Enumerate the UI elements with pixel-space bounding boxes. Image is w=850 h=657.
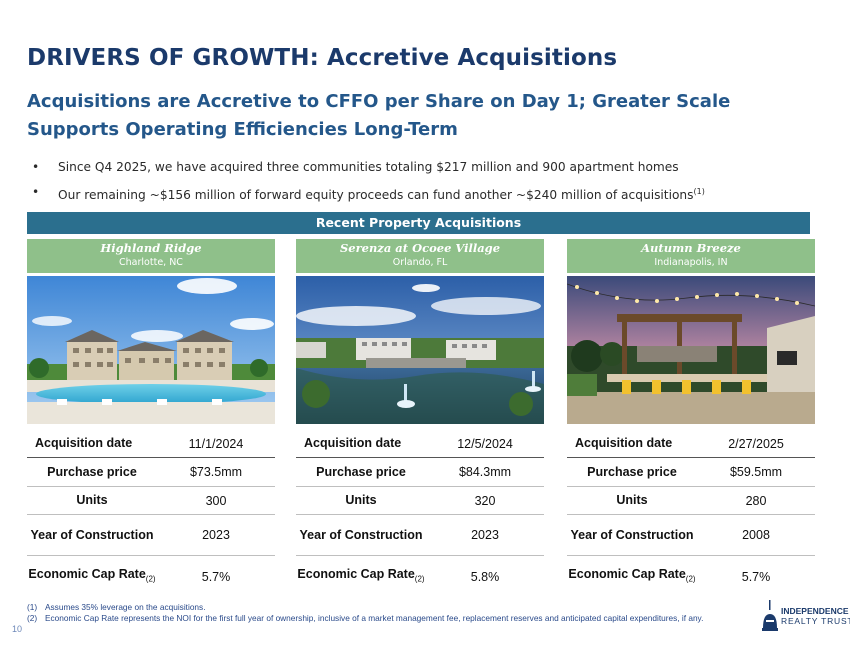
property-stats-table: Acquisition date 11/1/2024 Purchase pric… — [27, 430, 275, 598]
property-location: Orlando, FL — [392, 257, 448, 268]
property-photo — [27, 276, 275, 424]
stat-label: Economic Cap Rate(2) — [297, 567, 425, 584]
stat-label: Year of Construction — [30, 527, 154, 542]
stat-label: Purchase price — [587, 464, 677, 479]
stat-row-cap-rate: Economic Cap Rate(2) 5.7% — [567, 556, 815, 598]
page-title: DRIVERS OF GROWTH: Accretive Acquisition… — [27, 45, 618, 71]
stat-value: 2023 — [471, 528, 499, 542]
stat-value: $73.5mm — [189, 465, 243, 479]
stat-label: Economic Cap Rate(2) — [568, 567, 696, 584]
bullet-item: • Since Q4 2025, we have acquired three … — [32, 158, 832, 183]
company-logo: INDEPENDENCE REALTY TRUST — [760, 598, 850, 638]
bullet-text: Our remaining ~$156 million of forward e… — [58, 188, 694, 203]
bullet-item: • Our remaining ~$156 million of forward… — [32, 183, 832, 208]
stat-value: 2/27/2025 — [728, 436, 784, 451]
stat-label: Purchase price — [316, 464, 406, 479]
stat-row-year: Year of Construction 2023 — [296, 515, 544, 556]
stat-label: Units — [616, 493, 648, 507]
stat-value: 280 — [745, 493, 767, 508]
bullet-marker: • — [32, 185, 40, 199]
stat-row-acquisition-date: Acquisition date 2/27/2025 — [567, 430, 815, 458]
stat-value: 320 — [474, 493, 496, 508]
stat-label: Year of Construction — [570, 527, 694, 542]
stat-label: Purchase price — [47, 464, 137, 479]
stat-row-year: Year of Construction 2023 — [27, 515, 275, 556]
property-stats-table: Acquisition date 2/27/2025 Purchase pric… — [567, 430, 815, 598]
property-photo — [296, 276, 544, 424]
stat-row-year: Year of Construction 2008 — [567, 515, 815, 556]
property-photo — [567, 276, 815, 424]
logo-bell-icon — [762, 600, 778, 631]
stat-label: Units — [76, 493, 108, 507]
stat-value: 5.7% — [201, 570, 231, 584]
stat-row-cap-rate: Economic Cap Rate(2) 5.8% — [296, 556, 544, 598]
property-card-highland-ridge: Highland Ridge Charlotte, NC — [27, 239, 275, 598]
property-header: Highland Ridge Charlotte, NC — [27, 239, 275, 273]
section-banner: Recent Property Acquisitions — [27, 212, 810, 234]
stat-label: Acquisition date — [35, 436, 133, 450]
stat-row-acquisition-date: Acquisition date 11/1/2024 — [27, 430, 275, 458]
bullet-marker: • — [32, 160, 40, 174]
bullet-list: • Since Q4 2025, we have acquired three … — [32, 158, 832, 208]
property-stats-table: Acquisition date 12/5/2024 Purchase pric… — [296, 430, 544, 598]
stat-row-purchase-price: Purchase price $73.5mm — [27, 458, 275, 487]
property-header: Autumn Breeze Indianapolis, IN — [567, 239, 815, 273]
stat-label: Acquisition date — [304, 436, 402, 450]
stat-row-purchase-price: Purchase price $59.5mm — [567, 458, 815, 487]
stat-value: $84.3mm — [458, 465, 512, 479]
property-header: Serenza at Ocoee Village Orlando, FL — [296, 239, 544, 273]
logo-text: INDEPENDENCE REALTY TRUST — [781, 606, 850, 626]
stat-label: Units — [345, 493, 377, 507]
property-location: Charlotte, NC — [119, 257, 183, 268]
footnotes: (1) Assumes 35% leverage on the acquisiti… — [27, 602, 703, 624]
bullet-text: Since Q4 2025, we have acquired three co… — [58, 160, 679, 174]
property-card-autumn-breeze: Autumn Breeze Indianapolis, IN — [567, 239, 815, 598]
stat-value: 12/5/2024 — [457, 436, 513, 451]
stat-label: Acquisition date — [575, 436, 673, 450]
stat-value: 2008 — [742, 528, 770, 542]
stat-label: Economic Cap Rate(2) — [28, 567, 156, 584]
stat-label: Year of Construction — [299, 527, 423, 542]
footnote: (1) Assumes 35% leverage on the acquisiti… — [27, 602, 206, 612]
property-name: Autumn Breeze — [641, 241, 741, 255]
property-name: Serenza at Ocoee Village — [339, 241, 501, 255]
stat-value: 300 — [205, 493, 227, 508]
stat-value: 5.7% — [741, 570, 771, 584]
stat-row-units: Units 320 — [296, 487, 544, 515]
stat-row-purchase-price: Purchase price $84.3mm — [296, 458, 544, 487]
stat-value: $59.5mm — [729, 465, 783, 479]
stat-value: 2023 — [202, 528, 230, 542]
stat-row-units: Units 300 — [27, 487, 275, 515]
stat-row-cap-rate: Economic Cap Rate(2) 5.7% — [27, 556, 275, 598]
stat-value: 11/1/2024 — [188, 436, 244, 451]
property-name: Highland Ridge — [100, 241, 202, 255]
property-location: Indianapolis, IN — [654, 257, 728, 268]
stat-row-units: Units 280 — [567, 487, 815, 515]
property-card-serenza: Serenza at Ocoee Village Orlando, FL — [296, 239, 544, 598]
stat-value: 5.8% — [470, 570, 500, 584]
footnote-ref: (1) — [693, 187, 705, 196]
page-number: 10 — [12, 624, 23, 634]
page-subtitle: Acquisitions are Accretive to CFFO per S… — [27, 91, 731, 140]
footnote: (2) Economic Cap Rate represents the NOI … — [27, 613, 704, 623]
stat-row-acquisition-date: Acquisition date 12/5/2024 — [296, 430, 544, 458]
